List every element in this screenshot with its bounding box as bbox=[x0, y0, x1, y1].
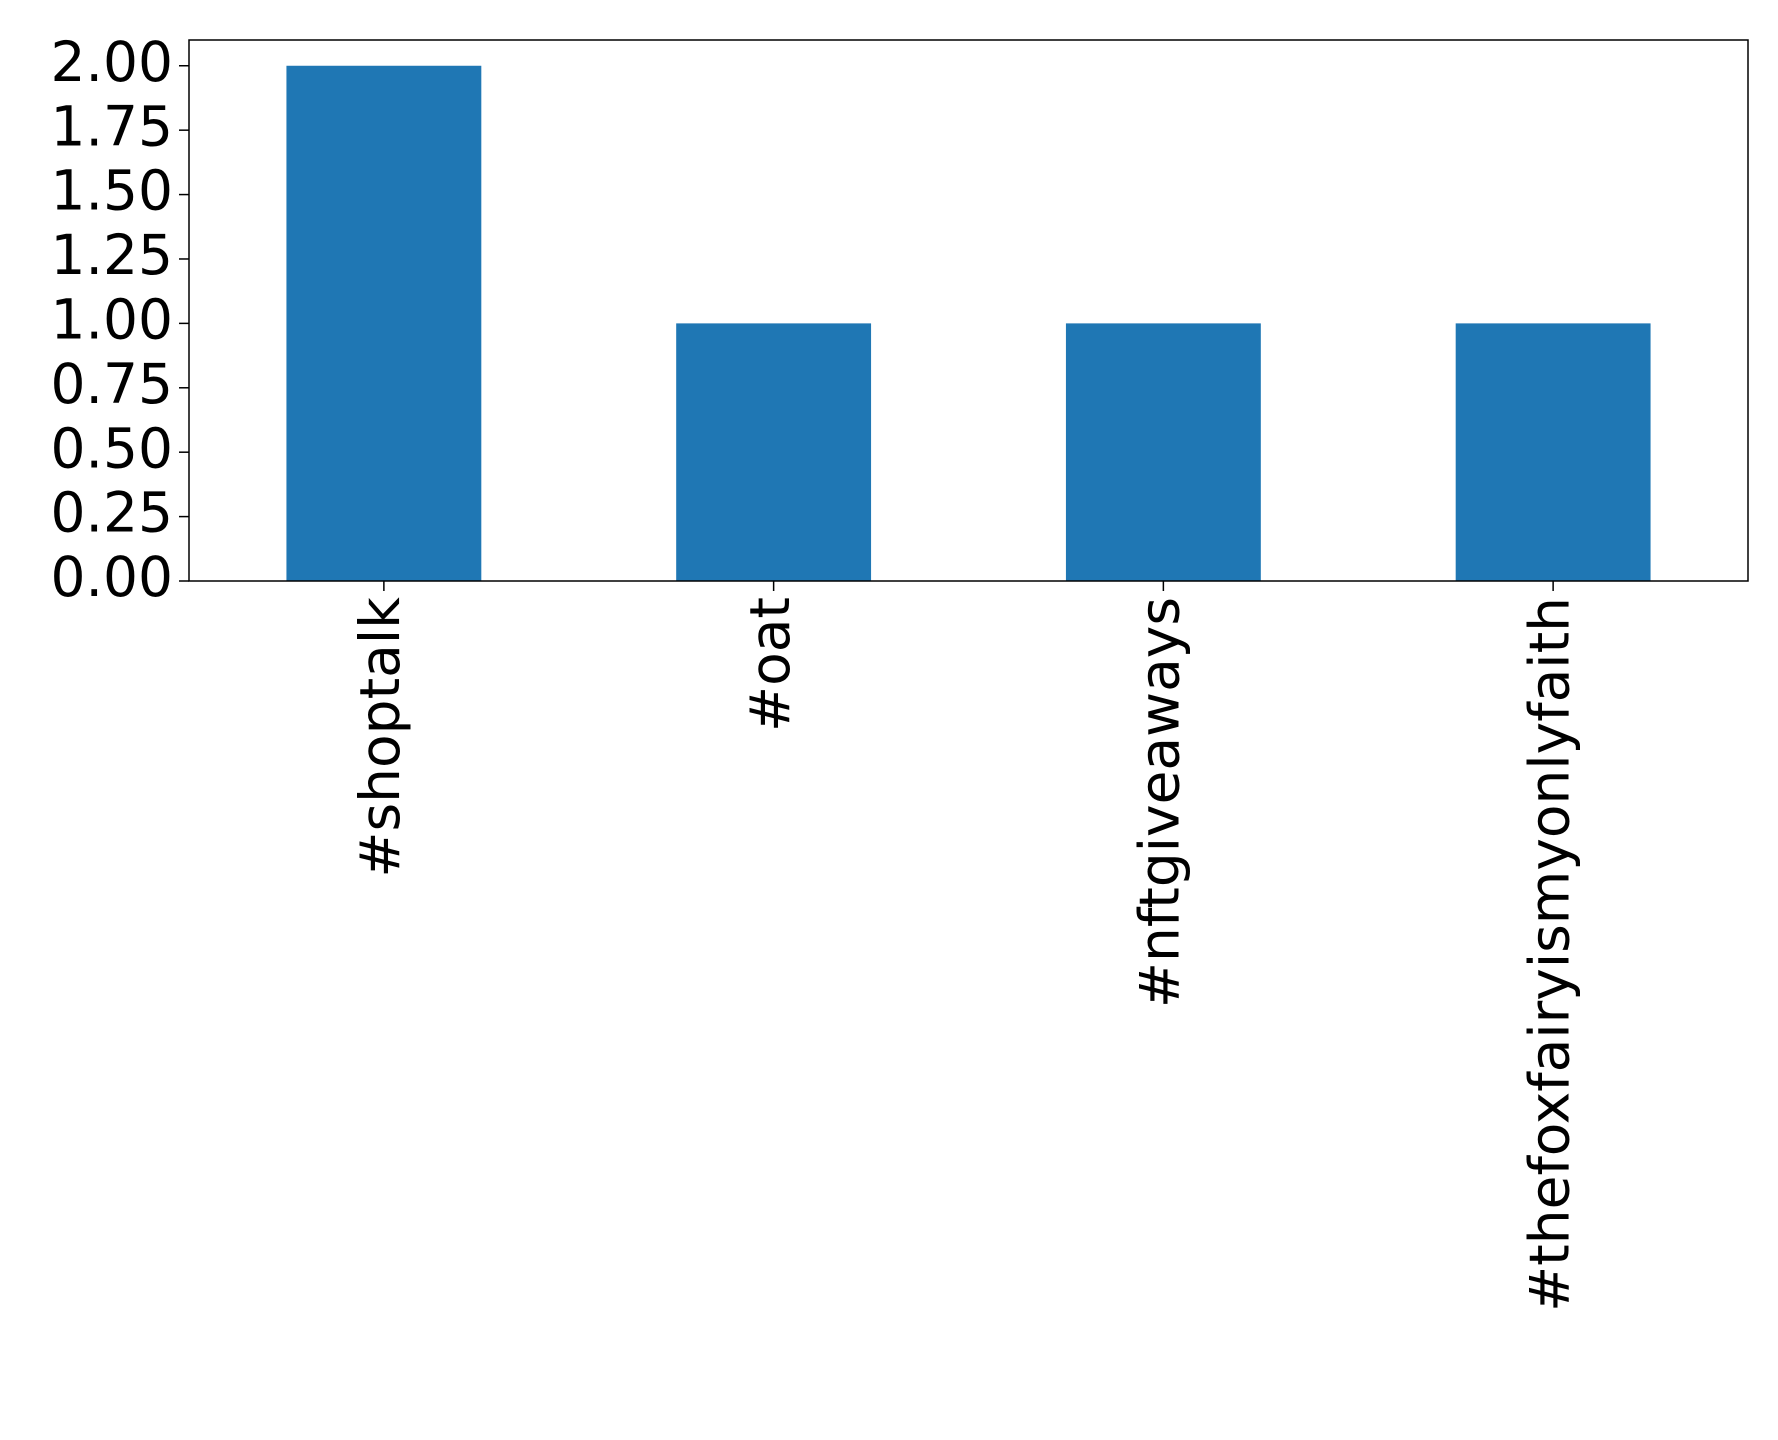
y-tick-label: 1.50 bbox=[51, 159, 173, 223]
y-tick-label: 1.75 bbox=[51, 94, 173, 158]
x-tick-label: #shoptalk bbox=[348, 597, 412, 878]
y-tick-label: 1.25 bbox=[51, 223, 173, 287]
x-tick-label: #oat bbox=[738, 597, 802, 732]
x-tick-label: #nftgiveaways bbox=[1128, 597, 1192, 1008]
y-tick-label: 1.00 bbox=[51, 288, 173, 352]
bar bbox=[676, 323, 872, 581]
plot-frame bbox=[188, 39, 1749, 582]
y-tick-label: 0.25 bbox=[51, 481, 173, 545]
y-tick-label: 0.00 bbox=[51, 545, 173, 609]
bar bbox=[1455, 323, 1651, 581]
y-tick-label: 2.00 bbox=[51, 30, 173, 94]
y-tick-label: 0.50 bbox=[51, 416, 173, 480]
bar bbox=[286, 65, 482, 581]
x-tick-label: #thefoxfairyismyonlyfaith bbox=[1517, 597, 1581, 1312]
y-tick-label: 0.75 bbox=[51, 352, 173, 416]
bar bbox=[1065, 323, 1261, 581]
